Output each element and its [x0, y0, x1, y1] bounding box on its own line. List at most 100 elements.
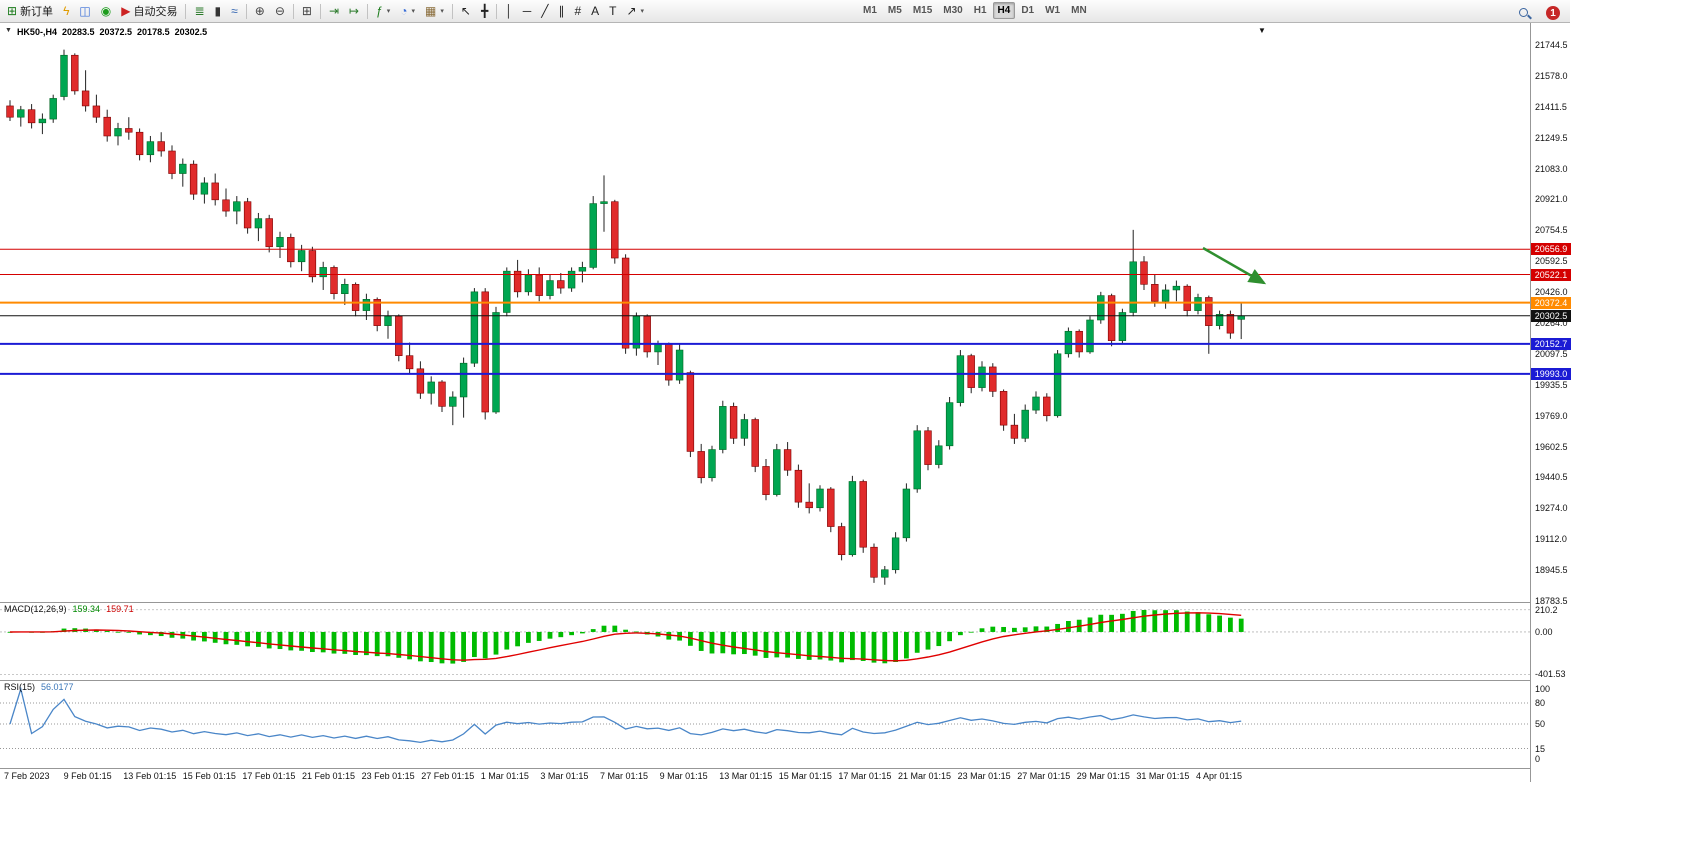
y-axis-tick: 20921.0	[1535, 194, 1568, 205]
timeframe-m30-button[interactable]: M30	[943, 5, 963, 16]
periods-icon: ◔	[400, 4, 408, 18]
new-order-button[interactable]: ⊞ 新订单	[2, 0, 58, 22]
x-axis-label: 4 Apr 01:15	[1196, 771, 1243, 781]
vertical-line-icon: │	[505, 4, 513, 18]
x-axis-label: 1 Mar 01:15	[480, 771, 529, 781]
bars-chart-type-button[interactable]: ≣	[189, 0, 209, 22]
rsi-scale-label: 50	[1535, 719, 1546, 729]
text-icon: A	[591, 4, 600, 18]
chart-shift-button[interactable]: ↦	[344, 0, 364, 22]
y-axis-tick: 21411.5	[1535, 101, 1567, 112]
arrows-tool-button[interactable]: ↗ ▾	[621, 0, 649, 22]
arrows-tool-icon: ↗	[626, 4, 637, 18]
timeframe-h4-button[interactable]: H4	[992, 2, 1016, 19]
chart-open-value: 20283.5	[61, 27, 95, 37]
periods-button[interactable]: ◔ ▾	[395, 0, 420, 22]
candlestick-chart-type-button[interactable]: ▮	[210, 0, 227, 22]
text-button[interactable]: A	[586, 0, 604, 22]
market-watch-icon: ◉	[100, 4, 112, 18]
toolbar-separator	[451, 3, 453, 19]
rsi-value: 56.0177	[41, 682, 74, 692]
price-tag: 19993.0	[1531, 367, 1571, 380]
market-watch-button[interactable]: ◉	[96, 0, 116, 22]
scroll-to-end-icon[interactable]: ▼	[1258, 26, 1266, 35]
timeframe-mn-button[interactable]: MN	[1071, 5, 1087, 16]
indicators-icon: ƒ	[376, 4, 383, 18]
templates-button[interactable]: ▦ ▾	[420, 0, 449, 22]
price-chart-canvas[interactable]	[0, 23, 1530, 602]
timeframe-d1-button[interactable]: D1	[1021, 5, 1035, 16]
tile-windows-button[interactable]: ⊞	[297, 0, 317, 22]
new-order-label: 新订单	[20, 6, 54, 18]
y-axis-tick: 20097.5	[1535, 348, 1568, 359]
line-chart-type-icon: ≈	[231, 4, 238, 18]
timeframe-m5-button[interactable]: M5	[887, 5, 902, 16]
mt4-window: ⊞ 新订单 ϟ ◫ ◉ ▶ 自动交易 ≣ ▮ ≈ ⊕ ⊖ ⊞ ⇥ ↦ ƒ ▾ ◔ ▾ ▦ ▾ ↖ ╋ │ ─ ╱ ∥ # A T ↗ ▾ M1…	[0, 0, 1571, 783]
zoom-out-button[interactable]: ⊖	[270, 0, 290, 22]
fibonacci-retracement-button[interactable]: #	[569, 0, 586, 22]
horizontal-line-button[interactable]: ─	[518, 0, 537, 22]
auto-scroll-button[interactable]: ⇥	[324, 0, 344, 22]
macd-name: MACD(12,26,9)	[4, 604, 67, 614]
periods-dropdown-icon[interactable]: ▾	[411, 8, 416, 15]
search-button[interactable]	[1513, 2, 1536, 24]
equidistant-channel-button[interactable]: ∥	[553, 0, 569, 22]
timeframe-h1-button[interactable]: H1	[973, 5, 987, 16]
chart-symbol-period: HK50-,H4	[16, 27, 57, 37]
zoom-in-icon: ⊕	[254, 4, 265, 18]
x-axis-label: 13 Feb 01:15	[123, 771, 177, 781]
macd-canvas[interactable]	[0, 602, 1530, 680]
new-order-icon: ⊞	[7, 4, 18, 18]
x-axis-label: 15 Mar 01:15	[778, 771, 832, 781]
cursor-icon: ↖	[460, 4, 471, 18]
indicators-dropdown-icon[interactable]: ▾	[386, 8, 391, 15]
x-axis-label: 23 Feb 01:15	[361, 771, 415, 781]
chart-close-value: 20302.5	[174, 27, 208, 37]
timeframe-toolbar: M1 M5 M15 M30 H1 H4 D1 W1 MN	[858, 2, 1092, 19]
x-axis-label: 7 Feb 2023	[4, 771, 50, 781]
notifications-badge[interactable]: 1	[1546, 6, 1560, 20]
autotrading-label: 自动交易	[133, 6, 178, 18]
macd-label: MACD(12,26,9) 159.34 159.71	[4, 604, 134, 614]
y-axis-tick: 20592.5	[1535, 256, 1568, 267]
timeframe-w1-button[interactable]: W1	[1045, 5, 1061, 16]
macd-signal-value: 159.71	[106, 604, 134, 614]
templates-dropdown-icon[interactable]: ▾	[440, 8, 444, 15]
y-axis-tick: 18945.5	[1535, 565, 1568, 576]
y-axis-tick: 21083.0	[1535, 163, 1568, 174]
x-axis-label: 31 Mar 01:15	[1136, 771, 1190, 781]
quick-trade-button[interactable]: ϟ	[58, 0, 74, 22]
price-scale[interactable]: 21744.5 21578.0 21411.5 21249.5 21083.0 20921…	[1530, 23, 1571, 782]
line-chart-type-button[interactable]: ≈	[226, 0, 243, 22]
y-axis-tick: 19935.5	[1535, 379, 1568, 390]
trendline-button[interactable]: ╱	[536, 0, 553, 22]
quick-trade-icon: ϟ	[63, 4, 70, 18]
indicators-button[interactable]: ƒ ▾	[371, 0, 395, 22]
chart-header: ▼ HK50-,H4 20283.5 20372.5 20178.5 20302…	[5, 27, 207, 37]
chart-window-icon: ◫	[79, 4, 91, 18]
auto-scroll-icon: ⇥	[328, 4, 339, 18]
chart-window-button[interactable]: ◫	[74, 0, 95, 22]
autotrading-button[interactable]: ▶ 自动交易	[116, 0, 182, 22]
rsi-canvas[interactable]	[0, 680, 1530, 768]
timeframe-m1-button[interactable]: M1	[863, 5, 877, 16]
macd-signal-line	[9, 612, 1242, 662]
templates-icon: ▦	[425, 4, 437, 18]
x-axis-label: 27 Mar 01:15	[1017, 771, 1071, 781]
crosshair-button[interactable]: ╋	[476, 0, 493, 22]
text-label-button[interactable]: T	[604, 0, 621, 22]
y-axis-tick: 19769.0	[1535, 410, 1568, 421]
chart-collapse-icon[interactable]: ▼	[5, 27, 12, 34]
y-axis-tick: 19112.0	[1535, 534, 1567, 545]
zoom-in-button[interactable]: ⊕	[250, 0, 270, 22]
price-tag: 20302.5	[1531, 309, 1571, 322]
cursor-button[interactable]: ↖	[456, 0, 476, 22]
toolbar-right: 1	[1513, 2, 1560, 24]
x-axis-label: 15 Feb 01:15	[182, 771, 236, 781]
horizontal-line-icon: ─	[522, 4, 532, 18]
y-axis-tick: 21578.0	[1535, 70, 1568, 81]
vertical-line-button[interactable]: │	[500, 0, 518, 22]
timeframe-m15-button[interactable]: M15	[912, 5, 933, 16]
time-axis[interactable]: 7 Feb 2023 9 Feb 01:15 13 Feb 01:15 15 Feb …	[0, 768, 1530, 783]
arrows-tool-dropdown-icon[interactable]: ▾	[640, 8, 645, 15]
